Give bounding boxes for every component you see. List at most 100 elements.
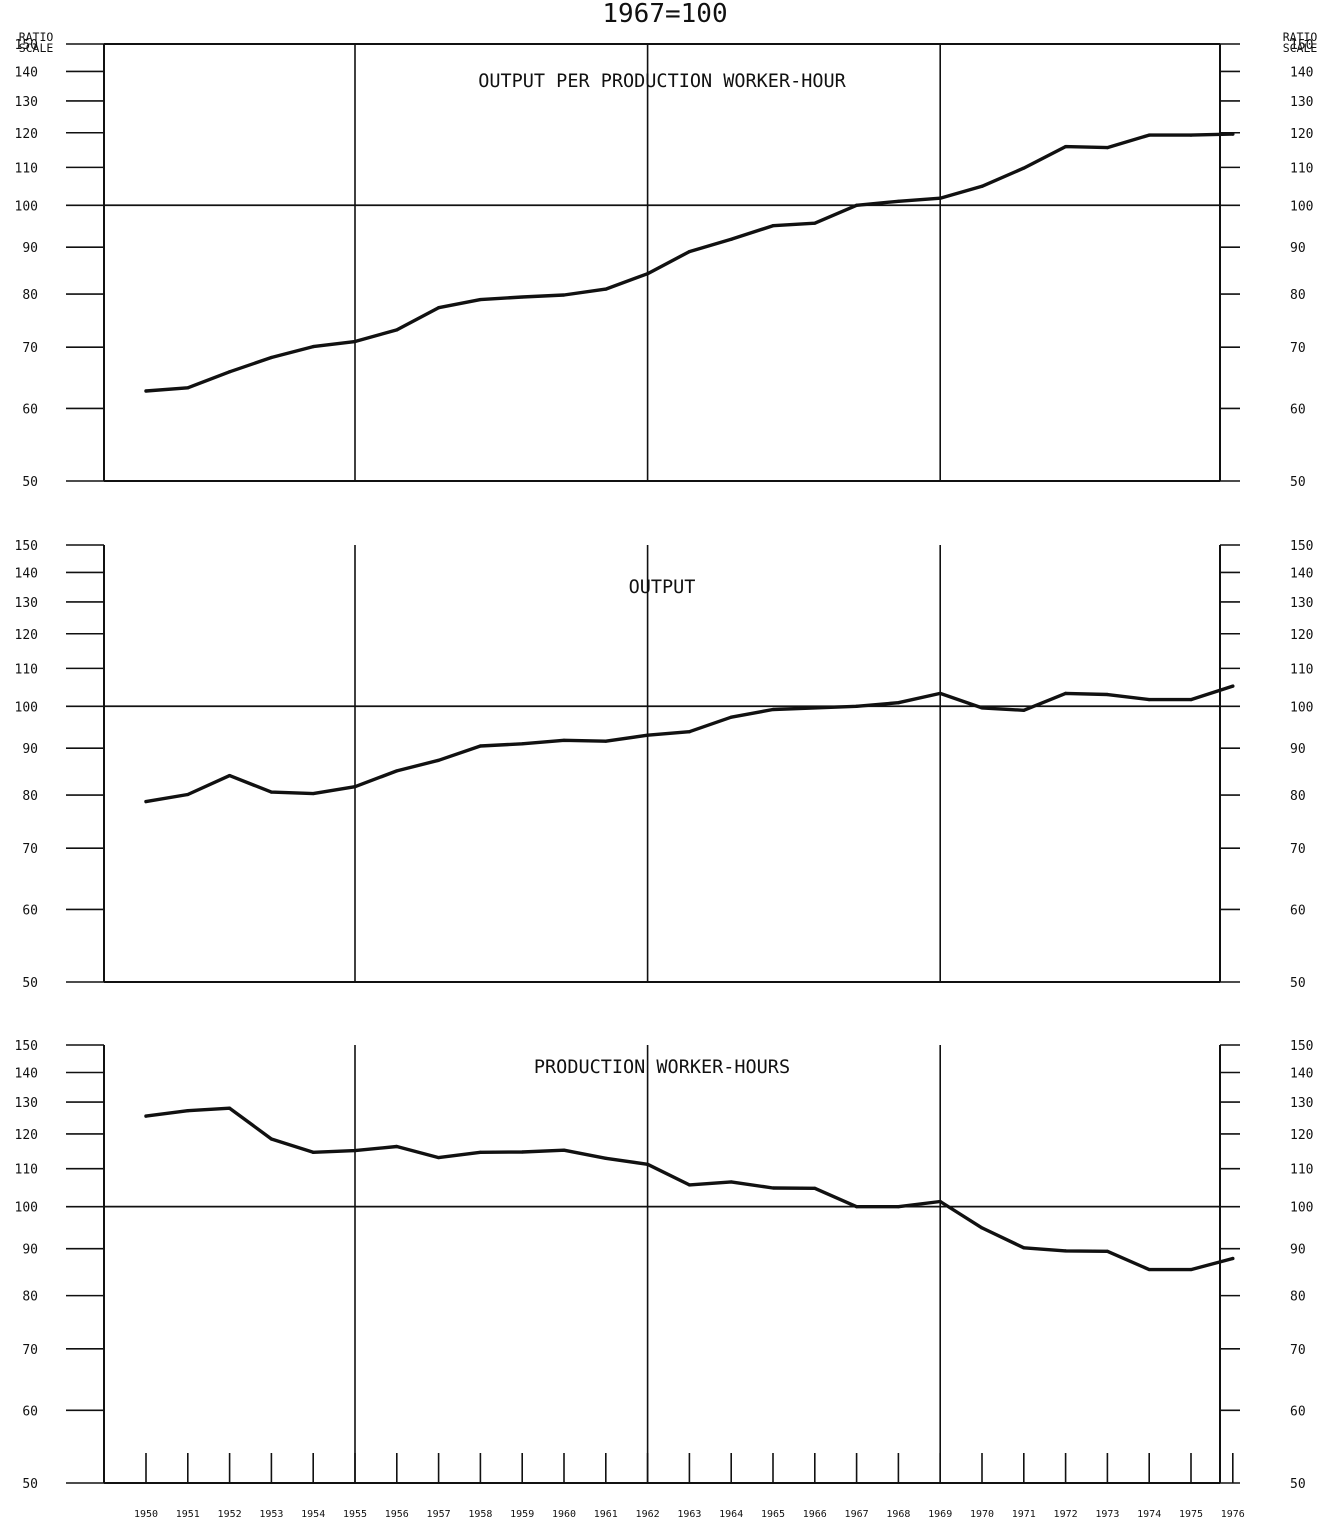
- scale-label-right-line1: RATIO: [1283, 30, 1318, 44]
- x-tick-label-1969: 1969: [928, 1509, 952, 1520]
- right-y-tick-label-50: 50: [1290, 976, 1306, 991]
- right-y-tick-label-110: 110: [1290, 662, 1313, 677]
- x-tick-label-1976: 1976: [1221, 1509, 1245, 1520]
- data-point: [687, 250, 692, 254]
- panel-2: 50 50 60 60 70 70 80 80 90 90 100 100 110 110 120 120 13…: [15, 539, 1314, 991]
- data-point: [855, 1205, 859, 1209]
- data-point: [1022, 1246, 1026, 1250]
- left-y-tick-label-120: 120: [15, 1128, 38, 1143]
- data-point: [1105, 146, 1109, 150]
- data-point: [1189, 1267, 1193, 1272]
- right-y-tick-label-120: 120: [1290, 628, 1313, 643]
- data-point: [729, 237, 733, 241]
- data-point: [228, 774, 232, 778]
- right-y-tick-label-120: 120: [1290, 1128, 1313, 1143]
- data-point: [1064, 1249, 1068, 1253]
- right-y-tick-label-110: 110: [1290, 1163, 1313, 1178]
- x-tick-label-1966: 1966: [803, 1509, 827, 1520]
- scale-label-right-line2: SCALE: [1283, 41, 1318, 55]
- right-y-tick-label-110: 110: [1290, 161, 1313, 176]
- left-y-tick-label-60: 60: [22, 1404, 38, 1419]
- data-point: [228, 1106, 232, 1110]
- left-y-tick-label-110: 110: [15, 161, 38, 176]
- left-y-tick-label-50: 50: [22, 475, 38, 490]
- data-point: [813, 706, 817, 710]
- panel-1: 50 50 60 60 70 70 80 80 90 90 100 100 110 110 120 120 13…: [15, 38, 1314, 490]
- panel-3: 50 50 60 60 70 70 80 80 90 90 100 100 110 110 120 120 13…: [15, 1039, 1314, 1492]
- data-point: [980, 184, 984, 188]
- right-y-tick-label-50: 50: [1290, 1477, 1306, 1492]
- plot-layer: 50 50 60 60 70 70 80 80 90 90 100 100 110 110 120 120 13…: [15, 38, 1314, 1520]
- x-tick-label-1958: 1958: [468, 1509, 492, 1520]
- series-line-1: [144, 132, 1235, 393]
- data-point: [813, 1186, 817, 1190]
- left-y-tick-label-140: 140: [15, 1067, 38, 1082]
- data-point: [1189, 697, 1193, 702]
- left-y-tick-label-120: 120: [15, 628, 38, 643]
- left-y-tick-label-140: 140: [15, 65, 38, 80]
- data-point: [311, 344, 315, 349]
- right-y-tick-label-150: 150: [1290, 1039, 1313, 1054]
- data-point: [562, 738, 566, 742]
- data-point: [1189, 133, 1193, 137]
- left-y-tick-label-140: 140: [15, 566, 38, 581]
- data-point: [1231, 684, 1235, 688]
- x-tick-label-1968: 1968: [886, 1509, 910, 1520]
- data-point: [1022, 166, 1026, 170]
- left-y-tick-label-60: 60: [22, 402, 38, 417]
- data-point: [1064, 691, 1068, 695]
- right-y-tick-label-70: 70: [1290, 842, 1306, 857]
- data-point: [353, 339, 357, 344]
- x-tick-label-1952: 1952: [218, 1509, 242, 1520]
- data-point: [186, 792, 190, 797]
- right-y-tick-label-60: 60: [1290, 402, 1306, 417]
- series-label: OUTPUT: [629, 577, 696, 598]
- x-tick-label-1959: 1959: [510, 1509, 534, 1520]
- right-y-tick-label-130: 130: [1290, 596, 1313, 611]
- data-point: [687, 1183, 692, 1187]
- scale-label-left-line2: SCALE: [19, 41, 54, 55]
- left-y-tick-label-150: 150: [15, 38, 38, 53]
- data-point: [646, 1162, 650, 1166]
- x-tick-label-1974: 1974: [1137, 1509, 1161, 1520]
- data-point: [938, 1199, 942, 1204]
- data-point: [353, 785, 357, 789]
- right-y-tick-label-50: 50: [1290, 475, 1306, 490]
- data-point: [311, 791, 315, 796]
- x-tick-label-1962: 1962: [636, 1509, 660, 1520]
- data-point: [478, 297, 482, 302]
- chart-title: 1967=100: [602, 0, 727, 29]
- right-y-tick-label-130: 130: [1290, 1096, 1313, 1111]
- data-point: [938, 196, 942, 200]
- right-y-tick-label-100: 100: [1290, 199, 1313, 214]
- left-y-tick-label-90: 90: [22, 1243, 38, 1258]
- left-y-tick-label-70: 70: [22, 341, 38, 356]
- data-point: [437, 1155, 441, 1160]
- left-y-tick-label-130: 130: [15, 95, 38, 110]
- x-tick-label-1956: 1956: [385, 1509, 409, 1520]
- data-point: [938, 691, 942, 695]
- x-tick-label-1967: 1967: [845, 1509, 869, 1520]
- x-tick-label-1963: 1963: [677, 1509, 701, 1520]
- data-point: [1105, 692, 1109, 697]
- left-y-tick-label-100: 100: [15, 199, 38, 214]
- right-y-tick-label-70: 70: [1290, 341, 1306, 356]
- data-point: [311, 1150, 315, 1154]
- left-y-tick-label-130: 130: [15, 1096, 38, 1111]
- left-y-tick-label-110: 110: [15, 1163, 38, 1178]
- right-y-tick-label-70: 70: [1290, 1343, 1306, 1358]
- series-line-3: [144, 1106, 1235, 1272]
- data-point: [437, 758, 441, 762]
- data-point: [144, 1114, 148, 1118]
- data-point: [269, 355, 273, 360]
- left-y-tick-label-70: 70: [22, 1343, 38, 1358]
- data-point: [186, 1109, 190, 1113]
- x-tick-label-1960: 1960: [552, 1509, 576, 1520]
- right-y-tick-label-80: 80: [1290, 288, 1306, 303]
- data-point: [186, 386, 190, 390]
- data-point: [395, 1144, 399, 1149]
- left-y-tick-label-100: 100: [15, 1201, 38, 1216]
- data-point: [980, 706, 984, 710]
